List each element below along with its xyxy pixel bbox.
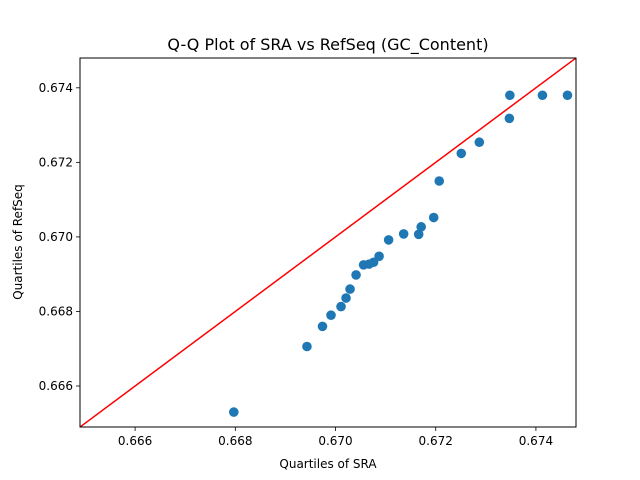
data-point-3 — [317, 321, 328, 332]
y-axis: 0.666 0.668 0.670 0.672 0.674 — [39, 81, 80, 393]
x-axis-label: Quartiles of SRA — [279, 457, 377, 471]
data-point-21 — [504, 113, 515, 124]
x-axis: 0.666 0.668 0.670 0.672 0.674 — [118, 427, 553, 448]
x-tick-label: 0.674 — [519, 434, 553, 448]
data-point-22 — [505, 90, 515, 101]
y-axis-label: Quartiles of RefSeq — [11, 184, 25, 300]
x-tick-label: 0.668 — [218, 434, 252, 448]
plot-frame — [79, 57, 577, 428]
chart-title: Q-Q Plot of SRA vs RefSeq (GC_Content) — [167, 35, 488, 55]
data-point-15 — [413, 229, 424, 240]
data-point-23 — [537, 90, 548, 101]
data-point-8 — [351, 270, 361, 280]
x-tick-label: 0.666 — [118, 434, 152, 448]
data-point-18 — [434, 176, 445, 186]
y-tick-label: 0.670 — [39, 230, 73, 244]
data-point-17 — [428, 212, 439, 223]
data-point-7 — [345, 284, 355, 294]
data-point-24 — [562, 90, 573, 101]
data-point-12 — [374, 251, 384, 262]
data-point-13 — [383, 235, 394, 245]
x-tick-label: 0.670 — [318, 434, 352, 448]
data-point-16 — [416, 222, 426, 232]
y-tick-label: 0.668 — [39, 304, 73, 318]
data-point-1 — [229, 407, 239, 417]
reference-line — [80, 58, 576, 427]
y-tick-label: 0.674 — [39, 81, 73, 95]
data-point-20 — [474, 137, 485, 148]
data-point-19 — [456, 148, 467, 159]
x-tick-label: 0.672 — [419, 434, 453, 448]
data-point-6 — [341, 293, 351, 303]
data-point-5 — [336, 301, 346, 312]
data-point-4 — [326, 310, 336, 320]
y-tick-label: 0.672 — [39, 155, 73, 169]
y-tick-label: 0.666 — [39, 379, 73, 393]
data-point-14 — [398, 229, 409, 239]
data-point-2 — [302, 341, 312, 352]
